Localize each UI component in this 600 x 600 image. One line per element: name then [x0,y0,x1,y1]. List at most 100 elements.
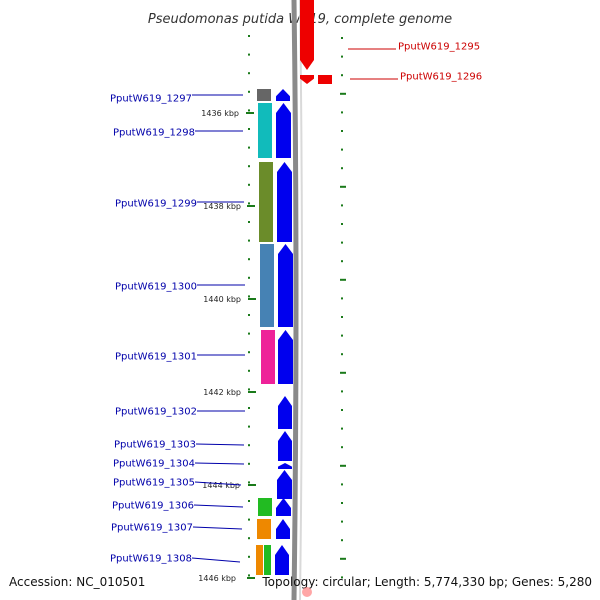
cog-box [318,75,332,84]
accession-label: Accession: NC_010501 [9,575,145,589]
ruler-dot-right [340,371,346,374]
gene-label[interactable]: PputW619_1307 [111,523,193,534]
ruler-dot-right [341,427,343,430]
gene-label[interactable]: PputW619_1304 [113,459,195,470]
gene-arrow[interactable] [278,463,292,469]
cog-box [257,89,271,101]
gene-pputw619_1296[interactable]: PputW619_1296 [300,72,482,85]
gene-arrow[interactable] [300,0,314,70]
gene-label[interactable]: PputW619_1298 [113,128,195,139]
ruler-dot-right [341,167,343,170]
ruler-dot-right [341,409,343,411]
ruler-dot-right [340,185,346,188]
gene-label[interactable]: PputW619_1306 [112,501,194,512]
ruler-dot-left [248,388,250,391]
gene-label[interactable]: PputW619_1296 [400,72,482,83]
gene-leader-line [194,462,245,465]
gene-pputw619_1299[interactable]: PputW619_1299 [115,162,292,242]
gene-arrow[interactable] [278,330,293,384]
ruler-dot-left [248,221,250,223]
gene-leader-line [194,481,242,486]
ruler-dot-left [248,109,250,112]
cog-box [261,330,275,384]
gene-label[interactable]: PputW619_1295 [398,42,480,53]
gene-arrow[interactable] [278,431,292,461]
ruler-dot-left [248,53,250,56]
gene-label[interactable]: PputW619_1303 [114,440,196,451]
ruler-dot-left [248,295,250,298]
ruler-dot-left [248,537,250,540]
gene-label[interactable]: PputW619_1300 [115,282,197,293]
gene-pputw619_1307[interactable]: PputW619_1307 [111,519,290,539]
gene-pputw619_1300[interactable]: PputW619_1300 [115,244,293,327]
ruler-dot-left [248,518,250,521]
gene-pputw619_1298[interactable]: PputW619_1298 [113,103,291,158]
gene-arrow[interactable] [277,162,292,242]
ruler-dot-right [341,297,343,300]
gene-arrow[interactable] [275,545,289,575]
gene-pputw619_1302[interactable]: PputW619_1302 [115,396,292,429]
gene-arrow[interactable] [276,89,290,101]
ruler-dot-right [341,520,343,523]
ruler-dots [248,35,346,579]
ruler-dot-right [341,446,343,449]
gene-arrow[interactable] [277,470,292,499]
ruler-dot-right [341,130,343,132]
gene-pputw619_1306[interactable]: PputW619_1306 [112,498,291,516]
ruler-dot-left [248,500,250,502]
gene-arrow[interactable] [278,244,293,327]
gene-label[interactable]: PputW619_1308 [110,554,192,565]
gene-pputw619_1301[interactable]: PputW619_1301 [115,330,293,384]
gene-pputw619_1297[interactable]: PputW619_1297 [110,89,290,105]
gene-arrow[interactable] [300,75,314,84]
ruler-dot-right [341,148,343,151]
gene-arrow[interactable] [276,498,291,516]
gene-label[interactable]: PputW619_1305 [113,478,195,489]
gene-arrow[interactable] [278,396,292,429]
gene-pputw619_1305[interactable]: PputW619_1305 [113,470,292,499]
ruler-dot-left [248,314,250,316]
cog-box [258,498,272,516]
ruler-dot-right [341,111,343,114]
gene-pputw619_1303[interactable]: PputW619_1303 [114,431,292,461]
gene-arrow[interactable] [276,103,291,158]
ruler-dot-left [248,444,250,447]
ruler-dot-left [248,239,250,242]
ruler-dot-right [341,204,343,207]
ruler-dot-left [248,332,250,335]
genome-backbone [291,0,299,600]
ruler-dot-right [341,334,343,337]
genes: PputW619_1295 PputW619_1296 PputW619_1297 P… [110,0,482,575]
gene-label[interactable]: PputW619_1299 [115,199,197,210]
gene-label[interactable]: PputW619_1297 [110,94,192,105]
gene-label[interactable]: PputW619_1302 [115,407,197,418]
ruler-dot-left [248,407,250,409]
ruler-dot-left [248,165,250,168]
ruler-dot-right [341,55,343,58]
gene-pputw619_1304[interactable]: PputW619_1304 [113,459,292,470]
ruler-dot-left [248,425,250,428]
ruler-dot-right [341,241,343,244]
ruler-dot-left [248,369,250,372]
ruler-dot-left [248,276,250,279]
ruler-dot-left [248,128,250,130]
ruler-dot-left [248,35,250,37]
gene-label[interactable]: PputW619_1301 [115,352,197,363]
ruler-dot-left [248,183,250,186]
tick-label-1440: 1440 kbp [203,295,241,304]
gene-pputw619_1308[interactable]: PputW619_1308 [110,545,289,575]
cog-box [257,519,271,539]
origin-marker [302,587,312,597]
ruler-dot-right [340,92,346,95]
ruler-dot-left [248,351,250,354]
gene-pputw619_1295[interactable]: PputW619_1295 [300,0,480,84]
gene-arrow[interactable] [276,519,290,539]
tick-label-1446: 1446 kbp [198,574,236,583]
gene-leader-line [192,526,243,530]
gene-leader-line [195,443,245,446]
ruler-dot-right [341,74,343,77]
tick-label-1442: 1442 kbp [203,388,241,397]
scale-ticks: 1436 kbp 1438 kbp 1440 kbp 1442 kbp 1444… [198,109,256,583]
ruler-dot-right [341,576,343,579]
cog-box [258,103,272,158]
